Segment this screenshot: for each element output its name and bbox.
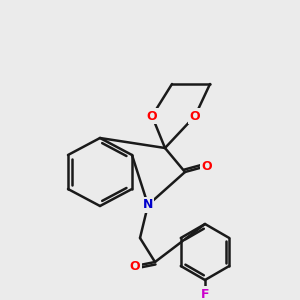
- Text: O: O: [147, 110, 157, 122]
- Text: N: N: [143, 199, 153, 212]
- Text: F: F: [201, 287, 209, 300]
- Text: O: O: [202, 160, 212, 172]
- Text: O: O: [130, 260, 140, 272]
- Text: O: O: [190, 110, 200, 122]
